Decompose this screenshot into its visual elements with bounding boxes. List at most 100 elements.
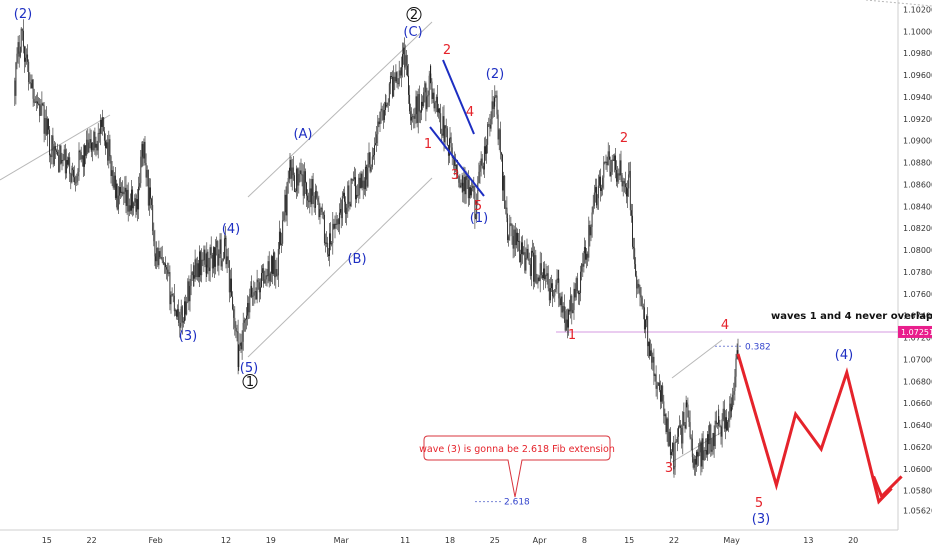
candle-body bbox=[555, 284, 557, 290]
candle-body bbox=[538, 277, 540, 281]
candle-body bbox=[62, 159, 64, 161]
candle-body bbox=[272, 256, 273, 274]
candle-body bbox=[79, 150, 81, 153]
candle-body bbox=[679, 425, 680, 427]
candle-body bbox=[613, 155, 615, 161]
candle-body bbox=[45, 118, 47, 135]
candle-body bbox=[596, 187, 597, 206]
candle-body bbox=[458, 176, 460, 183]
candle-body bbox=[80, 152, 82, 160]
candle-body bbox=[250, 285, 252, 295]
candle-body bbox=[74, 177, 76, 183]
candle-body bbox=[533, 252, 535, 282]
candle-body bbox=[297, 168, 299, 186]
y-tick-label: 1.05800 bbox=[903, 487, 932, 496]
candle-body bbox=[421, 101, 422, 113]
candle-body bbox=[467, 179, 469, 199]
candle-body bbox=[642, 306, 644, 308]
candle-body bbox=[654, 374, 656, 376]
candle-body bbox=[504, 175, 506, 209]
x-tick-label: Mar bbox=[334, 536, 350, 545]
candle-body bbox=[594, 187, 596, 193]
candle-body bbox=[425, 83, 427, 110]
candle-body bbox=[153, 230, 155, 242]
candle-body bbox=[489, 124, 491, 129]
y-tick-label: 1.08000 bbox=[903, 246, 932, 255]
wave-label: 5 bbox=[755, 496, 763, 511]
candle-body bbox=[146, 169, 148, 178]
candle-body bbox=[681, 427, 683, 444]
candle-body bbox=[410, 111, 412, 121]
candle-body bbox=[589, 225, 591, 236]
candle-body bbox=[385, 102, 387, 107]
candle-body bbox=[108, 139, 110, 161]
candle-body bbox=[184, 301, 185, 322]
candle-body bbox=[97, 132, 99, 151]
y-tick-label: 1.07800 bbox=[903, 268, 932, 277]
candle-body bbox=[207, 251, 209, 268]
candle-body bbox=[707, 434, 708, 455]
candle-body bbox=[248, 302, 250, 313]
candle-body bbox=[603, 162, 605, 178]
candle-body bbox=[61, 159, 63, 164]
candle-body bbox=[711, 449, 713, 452]
candle-body bbox=[610, 171, 612, 177]
candle-body bbox=[456, 164, 458, 172]
candle-body bbox=[51, 135, 53, 158]
candle-body bbox=[218, 253, 220, 266]
candle-body bbox=[290, 159, 292, 179]
candle-body bbox=[416, 96, 418, 123]
candle-body bbox=[609, 156, 611, 177]
x-tick-label: 19 bbox=[266, 536, 276, 545]
candle-body bbox=[124, 187, 126, 192]
candle-body bbox=[719, 424, 721, 427]
candle-body bbox=[292, 167, 294, 176]
y-tick-label: 1.09400 bbox=[903, 93, 932, 102]
candle-body bbox=[665, 414, 667, 433]
candle-body bbox=[308, 200, 310, 203]
candle-body bbox=[668, 431, 670, 446]
candle-body bbox=[259, 287, 261, 293]
wave-label: 5 bbox=[474, 199, 482, 214]
candle-body bbox=[102, 117, 104, 127]
candle-body bbox=[656, 385, 658, 389]
candle-body bbox=[280, 231, 281, 245]
candle-body bbox=[393, 76, 395, 97]
candle-body bbox=[655, 374, 657, 389]
candle-body bbox=[576, 278, 578, 291]
candle-body bbox=[733, 391, 735, 395]
candle-body bbox=[662, 385, 664, 402]
candle-body bbox=[185, 301, 187, 315]
candle-body bbox=[179, 322, 181, 328]
candle-body bbox=[449, 137, 451, 139]
candle-body bbox=[572, 310, 574, 314]
candle-body bbox=[430, 73, 432, 82]
candle-body bbox=[398, 70, 400, 85]
candle-body bbox=[496, 95, 498, 115]
candle-body bbox=[508, 236, 510, 241]
candle-body bbox=[564, 311, 566, 331]
candle-body bbox=[236, 331, 238, 333]
candle-body bbox=[147, 169, 149, 206]
candle-body bbox=[403, 47, 405, 55]
candle-body bbox=[117, 195, 119, 210]
candle-body bbox=[652, 356, 654, 363]
candle-body bbox=[737, 350, 739, 354]
channel-line bbox=[247, 177, 433, 358]
candle-body bbox=[726, 417, 727, 431]
candle-body bbox=[134, 198, 136, 203]
candle-body bbox=[661, 385, 663, 402]
candle-body bbox=[94, 131, 96, 148]
candle-body bbox=[237, 331, 239, 367]
dotted-line bbox=[865, 0, 932, 7]
wave-label: (A) bbox=[293, 127, 312, 142]
candle-body bbox=[92, 142, 94, 151]
candle-body bbox=[235, 327, 237, 332]
candle-body bbox=[123, 191, 125, 195]
candle-body bbox=[549, 288, 551, 301]
price-tag-label: 1.07251 bbox=[901, 328, 932, 337]
candle-body bbox=[334, 223, 336, 229]
candle-body bbox=[565, 319, 567, 331]
candle-body bbox=[653, 356, 655, 376]
